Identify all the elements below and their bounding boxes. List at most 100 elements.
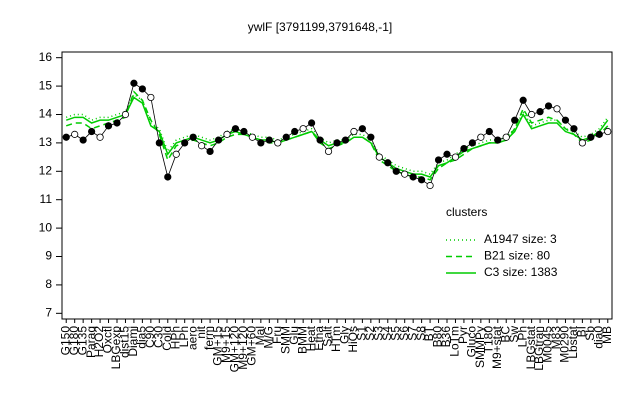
x-tick-label: dist15 (118, 326, 132, 358)
data-point (494, 136, 502, 144)
data-point (79, 136, 87, 144)
y-tick-label: 15 (39, 78, 53, 92)
x-tick-label: HiOs (346, 326, 360, 353)
x-tick-label: T180 (481, 326, 495, 354)
data-point (536, 108, 544, 116)
data-point (155, 139, 163, 147)
data-point (553, 105, 561, 113)
data-point (418, 176, 426, 184)
data-point (324, 147, 333, 156)
data-point (104, 122, 113, 130)
data-point (130, 79, 138, 87)
data-point (477, 133, 485, 141)
data-point (468, 139, 476, 147)
data-point (189, 133, 197, 141)
x-tick-label: Sb (583, 326, 597, 341)
x-tick-label: S5 (388, 326, 402, 341)
x-tick-label: LBGstat (524, 325, 538, 369)
x-tick-label: dia0 (591, 326, 605, 349)
x-tick-label: Heat (304, 325, 318, 351)
x-tick-label: HTm (329, 326, 343, 352)
data-point (426, 181, 434, 190)
data-point (291, 127, 299, 136)
data-point (257, 139, 265, 147)
x-tick-label: HPh (168, 326, 182, 349)
data-point (502, 133, 510, 141)
data-point (96, 133, 104, 141)
data-point (121, 110, 130, 119)
legend-title: clusters (446, 205, 487, 219)
series-line (65, 96, 609, 178)
x-tick-label: G180 (67, 326, 81, 356)
x-tick-label: BT (422, 325, 436, 341)
x-tick-label: S1 (355, 326, 369, 341)
legend-label: A1947 size: 3 (484, 232, 557, 246)
data-point (460, 144, 468, 153)
y-tick-label: 10 (39, 220, 53, 234)
x-tick-label: GM+60 (245, 326, 259, 366)
x-tick-label: S3 (371, 326, 385, 341)
data-point (519, 96, 527, 104)
x-tick-label: B36 (439, 326, 453, 348)
x-tick-label: S6 (397, 326, 411, 341)
x-tick-label: LBGexp (109, 326, 123, 370)
x-tick-label: G150 (58, 326, 72, 356)
x-tick-label: Mal (253, 326, 267, 345)
data-point (350, 127, 358, 136)
x-tick-label: Glu (287, 326, 301, 345)
data-point (248, 133, 256, 141)
x-tick-label: M9+120 (236, 326, 250, 370)
x-tick-label: ferm (202, 326, 216, 350)
x-tick-label: dia5 (135, 326, 149, 349)
data-point (240, 127, 248, 136)
legend-label: C3 size: 1383 (484, 265, 558, 279)
y-tick-label: 11 (40, 192, 53, 206)
series-line (65, 90, 609, 181)
x-tick-label: LoTm (448, 326, 462, 357)
x-tick-label: S2 (363, 326, 377, 341)
x-tick-label: Fru (270, 326, 284, 344)
data-point (71, 130, 79, 138)
x-tick-label: M9+stat (490, 325, 504, 369)
legend-label: B21 size: 80 (484, 249, 550, 263)
data-point (434, 156, 443, 164)
x-tick-label: Pyr (456, 326, 470, 344)
x-tick-label: GM+15 (211, 326, 225, 366)
y-tick-label: 16 (39, 50, 53, 64)
data-point (451, 153, 460, 161)
data-point (164, 173, 172, 181)
data-point (367, 133, 375, 141)
x-tick-label: Oxctl (101, 326, 115, 353)
data-point (544, 102, 553, 110)
x-tick-label: M0290 (558, 326, 572, 363)
x-tick-label: M/G (261, 326, 275, 349)
data-point (214, 136, 223, 144)
x-tick-label: GM+120 (228, 326, 242, 373)
x-tick-label: S7 (405, 326, 419, 341)
data-point (333, 139, 341, 147)
data-point (172, 150, 180, 158)
x-tick-label: Paraq (84, 326, 98, 358)
data-point (604, 127, 612, 136)
y-tick-label: 7 (45, 305, 52, 319)
x-tick-label: Sw (507, 326, 521, 343)
x-tick-label: BC (498, 326, 512, 343)
data-point (443, 150, 451, 158)
data-point (358, 125, 366, 133)
data-point (341, 136, 350, 144)
x-tick-label: M9+15 (219, 326, 233, 363)
data-point (485, 127, 493, 136)
x-tick-label: S4 (380, 326, 394, 341)
x-tick-label: Cold (160, 326, 174, 351)
x-tick-label: nit (194, 325, 208, 338)
x-tick-label: S8 (414, 326, 428, 341)
x-tick-label: LPh (177, 326, 191, 347)
x-tick-label: C30 (151, 326, 165, 348)
x-tick-label: C90 (143, 326, 157, 348)
x-tick-label: BI (575, 326, 589, 337)
y-tick-label: 14 (39, 107, 53, 121)
data-point (595, 130, 603, 138)
data-point (587, 133, 595, 141)
x-tick-label: Salt (321, 325, 335, 346)
